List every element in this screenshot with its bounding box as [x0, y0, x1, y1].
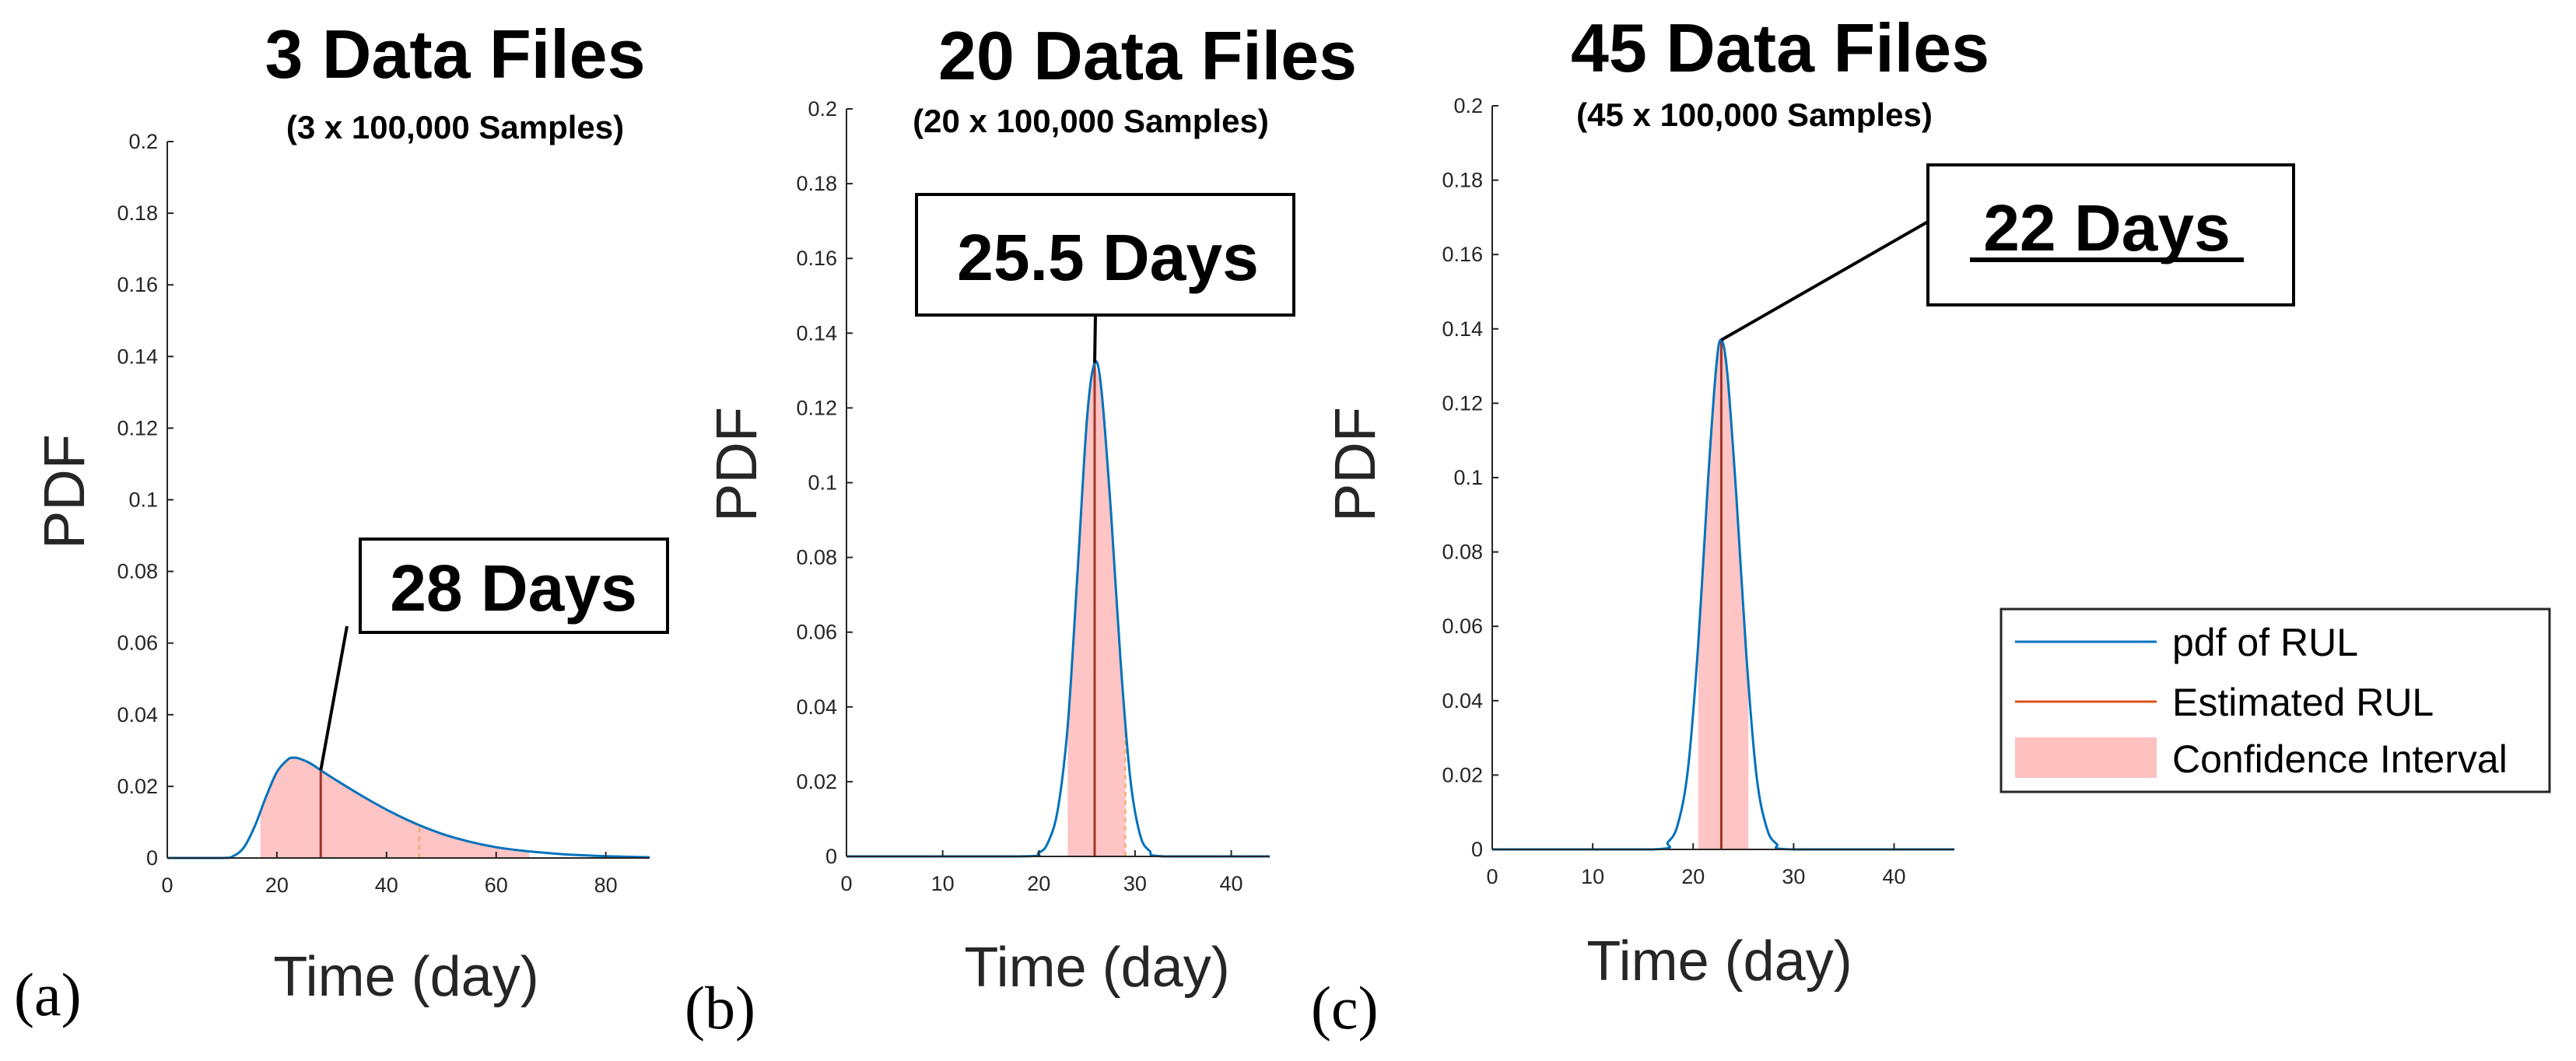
panel-a-annotation-leader: [319, 625, 349, 771]
panel-b-x-tick-label: 30: [1123, 872, 1147, 895]
panel-c-annotation-leader: [1720, 220, 1929, 341]
panel-c-label: (c): [1311, 974, 1379, 1042]
panel-b-y-tick-label: 0.2: [808, 97, 837, 121]
legend-confidence-interval-swatch: [2015, 737, 2157, 778]
panel-c-y-tick-label: 0: [1471, 838, 1483, 861]
panel-b-annotation-box: [915, 193, 1295, 317]
panel-c-x-tick-label: 0: [1486, 865, 1498, 888]
panel-c-xlabel: Time (day): [1586, 930, 1852, 993]
panel-c-y-tick-label: 0.12: [1442, 391, 1483, 415]
panel-a-x-tick-label: 40: [375, 874, 398, 897]
panel-b-subtitle: (20 x 100,000 Samples): [913, 103, 1269, 139]
panel-c-y-tick-label: 0.04: [1442, 689, 1483, 713]
panel-b-y-tick-label: 0.16: [796, 247, 837, 270]
panel-a-pdf-curve: [167, 756, 650, 860]
panel-a-annotation-box: [359, 538, 669, 634]
panel-c-y-tick-label: 0.2: [1453, 94, 1483, 117]
panel-a-y-tick-label: 0.1: [128, 488, 158, 512]
panel-a-annotation-text: 28 Days: [390, 552, 637, 625]
panel-b-y-tick-label: 0.18: [796, 172, 837, 195]
panel-a-x-tick-label: 20: [265, 874, 289, 897]
panel-b-x-tick-label: 10: [931, 872, 955, 895]
panel-b-y-tick-label: 0.14: [796, 321, 837, 345]
legend-confidence-interval-label: Confidence Interval: [2172, 737, 2508, 781]
panel-b-confidence-interval: [1067, 362, 1126, 856]
panel-c-annotation: 22 Days: [1720, 163, 2295, 341]
panel-c-confidence-interval: [1698, 340, 1749, 850]
panel-c-x-tick-label: 30: [1782, 865, 1805, 888]
panel-c-ylabel: PDF: [1323, 407, 1387, 522]
panel-c-y-tick-label: 0.16: [1442, 243, 1483, 266]
legend-pdf-label: pdf of RUL: [2172, 621, 2358, 664]
panel-b-y-tick-label: 0.04: [796, 695, 837, 719]
panel-b-title: 20 Data Files: [938, 17, 1357, 94]
panel-c-annotation-box: [1926, 163, 2295, 306]
panel-b-y-tick-label: 0.12: [796, 396, 837, 419]
panel-b: 20 Data Files (20 x 100,000 Samples) PDF…: [685, 17, 1357, 1042]
panel-a-y-tick-label: 0.06: [117, 632, 158, 655]
panel-c-subtitle: (45 x 100,000 Samples): [1576, 96, 1933, 133]
panel-a-y-tick-label: 0: [146, 846, 158, 870]
panel-b-xlabel: Time (day): [964, 937, 1229, 999]
panel-b-y-tick-label: 0.06: [796, 621, 837, 644]
panel-c-x-tick-label: 10: [1581, 865, 1604, 888]
panel-b-y-tick-label: 0: [825, 845, 837, 868]
panel-a-title: 3 Data Files: [265, 16, 645, 93]
panel-a-plot: 0 0.02 0.04 0.06 0.08 0.1 0.12 0.14 0.16 0.18 0.2 0…: [117, 130, 650, 897]
panel-a-subtitle: (3 x 100,000 Samples): [286, 109, 624, 145]
panel-b-y-tick-label: 0.02: [796, 770, 837, 793]
panel-b-y-tick-label: 0.1: [808, 471, 837, 495]
panel-c-y-tick-label: 0.1: [1453, 466, 1483, 489]
panel-a-annotation: 28 Days: [319, 538, 669, 771]
panel-b-ylabel: PDF: [704, 407, 769, 522]
panel-a-xlabel: Time (day): [273, 946, 538, 1008]
panel-a-y-tick-label: 0.04: [117, 703, 158, 727]
panel-c-annotation-text: 22 Days: [1983, 191, 2231, 264]
panel-c-y-tick-label: 0.02: [1442, 763, 1483, 786]
panel-a-confidence-interval: [260, 758, 529, 858]
panel-a-y-tick-label: 0.02: [117, 775, 158, 798]
panel-b-x-tick-label: 20: [1027, 872, 1050, 895]
panel-c-x-tick-label: 40: [1882, 865, 1905, 888]
panel-a-x-tick-label: 80: [594, 874, 618, 897]
panel-b-label: (b): [685, 974, 755, 1042]
panel-a-y-tick-label: 0.2: [128, 130, 158, 153]
panel-b-y-tick-label: 0.08: [796, 546, 837, 569]
panel-a-y-tick-label: 0.16: [117, 273, 158, 296]
legend-estimated-rul-label: Estimated RUL: [2172, 681, 2434, 724]
panel-a-label: (a): [14, 961, 82, 1028]
panel-b-x-tick-label: 0: [840, 872, 852, 895]
panel-b-pdf-curve: [846, 360, 1270, 858]
panel-a-y-tick-label: 0.18: [117, 201, 158, 225]
legend: pdf of RUL Estimated RUL Confidence Inte…: [1999, 608, 2551, 793]
panel-a-x-tick-label: 60: [485, 874, 508, 897]
panel-b-plot: 0 0.02 0.04 0.06 0.08 0.1 0.12 0.14 0.16 0.18 0.2 0…: [796, 97, 1270, 895]
panel-a-y-tick-label: 0.08: [117, 560, 158, 583]
panel-a-y-tick-label: 0.14: [117, 345, 158, 368]
panel-a-y-tick-label: 0.12: [117, 416, 158, 439]
panel-a: 3 Data Files (3 x 100,000 Samples) PDF T…: [14, 16, 669, 1028]
panel-b-annotation: 25.5 Days: [915, 193, 1295, 363]
panel-b-x-tick-label: 40: [1220, 872, 1243, 895]
panel-c-y-tick-label: 0.06: [1442, 615, 1483, 638]
panel-a-x-tick-label: 0: [161, 874, 173, 897]
panel-c-y-tick-label: 0.08: [1442, 541, 1483, 564]
panel-c-title: 45 Data Files: [1571, 9, 1989, 86]
panel-c-y-tick-label: 0.14: [1442, 317, 1483, 341]
panel-b-annotation-text: 25.5 Days: [957, 221, 1259, 294]
panel-a-ylabel: PDF: [32, 434, 96, 549]
panel-c-x-tick-label: 20: [1681, 865, 1705, 888]
panel-c-y-tick-label: 0.18: [1442, 169, 1483, 192]
panel-c: 45 Data Files (45 x 100,000 Samples) PDF…: [1311, 9, 2295, 1042]
